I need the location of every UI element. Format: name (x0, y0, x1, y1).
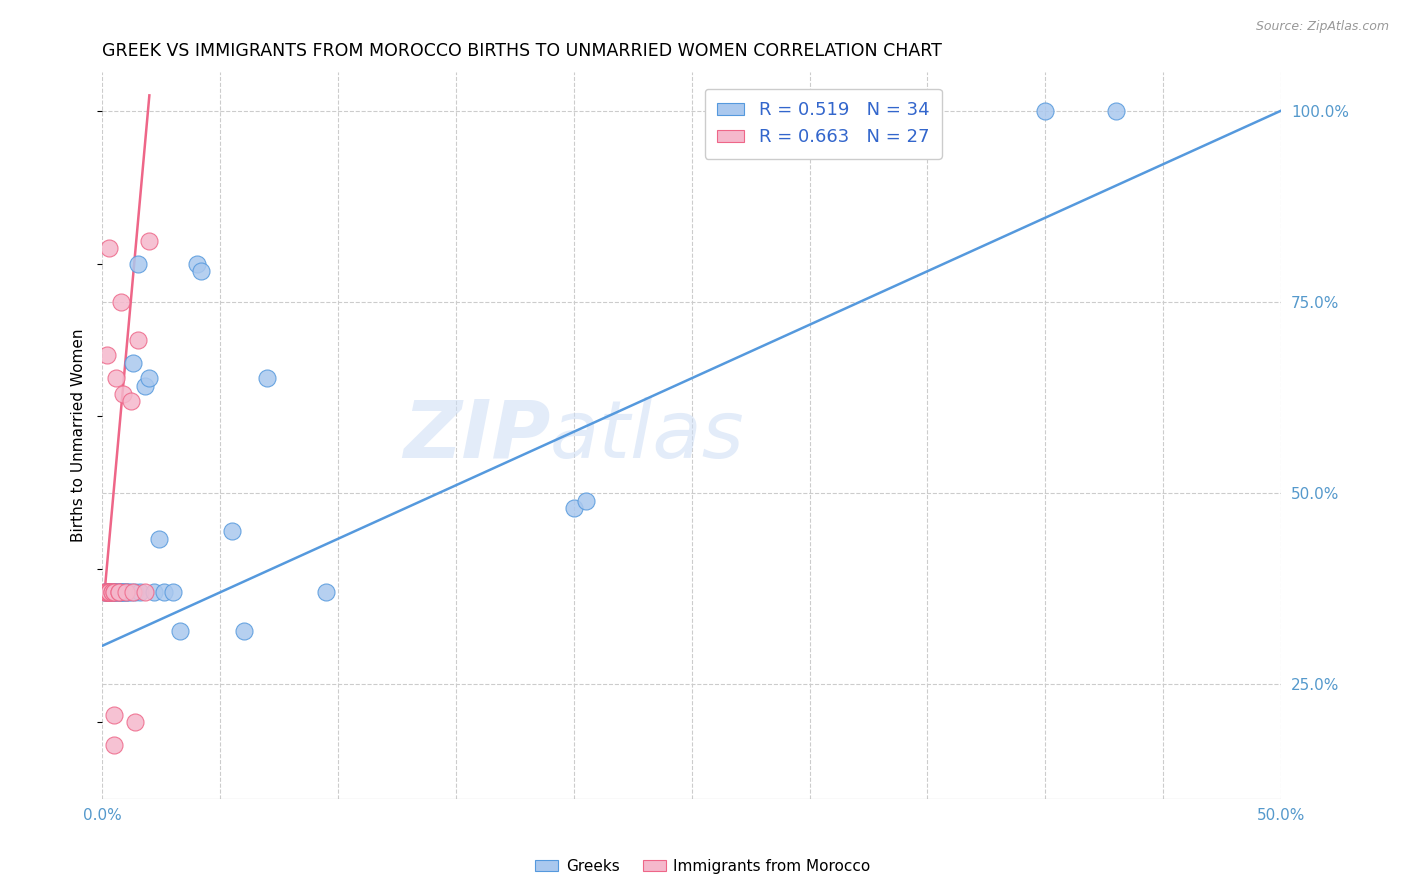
Point (110, 585, 132, 599)
Point (120, 585, 142, 599)
Point (105, 585, 128, 599)
Point (114, 585, 136, 599)
Point (134, 379, 156, 393)
Point (93, 585, 115, 599)
Point (110, 294, 132, 309)
Point (190, 264, 212, 278)
Point (103, 585, 125, 599)
Legend: R = 0.519   N = 34, R = 0.663   N = 27: R = 0.519 N = 34, R = 0.663 N = 27 (704, 88, 942, 159)
Text: Source: ZipAtlas.com: Source: ZipAtlas.com (1256, 20, 1389, 33)
Point (103, 585, 125, 599)
Point (143, 585, 166, 599)
Point (1105, 103, 1128, 118)
Point (186, 256, 208, 270)
Point (121, 585, 143, 599)
Point (96, 585, 118, 599)
Y-axis label: Births to Unmarried Women: Births to Unmarried Women (72, 329, 86, 542)
Point (105, 585, 128, 599)
Point (107, 585, 129, 599)
Point (169, 624, 191, 638)
Point (98, 585, 121, 599)
Point (138, 371, 160, 385)
Point (93, 585, 115, 599)
Point (148, 532, 170, 546)
Point (98, 585, 121, 599)
Point (110, 585, 132, 599)
Text: ZIP: ZIP (402, 397, 550, 475)
Point (1033, 103, 1056, 118)
Point (562, 501, 585, 516)
Point (138, 234, 160, 248)
Point (93, 585, 115, 599)
Point (129, 585, 152, 599)
Point (112, 585, 135, 599)
Point (221, 524, 243, 538)
Point (117, 585, 139, 599)
Point (124, 585, 146, 599)
Point (107, 585, 129, 599)
Text: GREEK VS IMMIGRANTS FROM MOROCCO BIRTHS TO UNMARRIED WOMEN CORRELATION CHART: GREEK VS IMMIGRANTS FROM MOROCCO BIRTHS … (103, 42, 942, 60)
Point (120, 394, 142, 409)
Point (574, 493, 596, 508)
Point (127, 333, 149, 347)
Point (103, 585, 125, 599)
Point (127, 256, 149, 270)
Point (114, 585, 136, 599)
Point (103, 707, 125, 722)
Point (152, 585, 174, 599)
Point (162, 585, 184, 599)
Point (121, 356, 143, 370)
Point (96, 585, 118, 599)
Point (315, 585, 337, 599)
Point (98, 241, 121, 255)
Point (112, 386, 135, 401)
Point (100, 585, 122, 599)
Point (134, 585, 156, 599)
Point (103, 738, 125, 752)
Point (105, 371, 128, 385)
Point (100, 585, 122, 599)
Point (256, 371, 278, 385)
Text: atlas: atlas (550, 397, 745, 475)
Point (103, 585, 125, 599)
Point (100, 585, 122, 599)
Point (124, 715, 146, 730)
Point (96, 585, 118, 599)
Point (107, 585, 129, 599)
Legend: Greeks, Immigrants from Morocco: Greeks, Immigrants from Morocco (530, 853, 876, 880)
Point (96, 348, 118, 362)
Point (98, 585, 121, 599)
Point (107, 585, 129, 599)
Point (112, 585, 135, 599)
Point (98, 585, 121, 599)
Point (93, 585, 115, 599)
Point (232, 624, 254, 638)
Point (98, 585, 121, 599)
Point (114, 585, 136, 599)
